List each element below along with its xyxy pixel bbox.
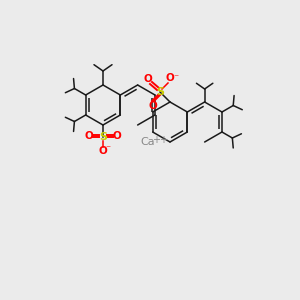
Text: O: O xyxy=(166,73,174,83)
Text: ⁻: ⁻ xyxy=(173,73,178,83)
Text: S: S xyxy=(99,132,107,142)
Text: O: O xyxy=(144,74,152,84)
Text: O: O xyxy=(112,131,122,141)
Text: ++: ++ xyxy=(152,135,168,145)
Text: ⁻: ⁻ xyxy=(105,144,111,154)
Text: S: S xyxy=(156,87,164,97)
Text: O: O xyxy=(99,146,107,156)
Text: O: O xyxy=(148,101,158,111)
Text: Ca: Ca xyxy=(141,137,155,147)
Text: O: O xyxy=(85,131,93,141)
